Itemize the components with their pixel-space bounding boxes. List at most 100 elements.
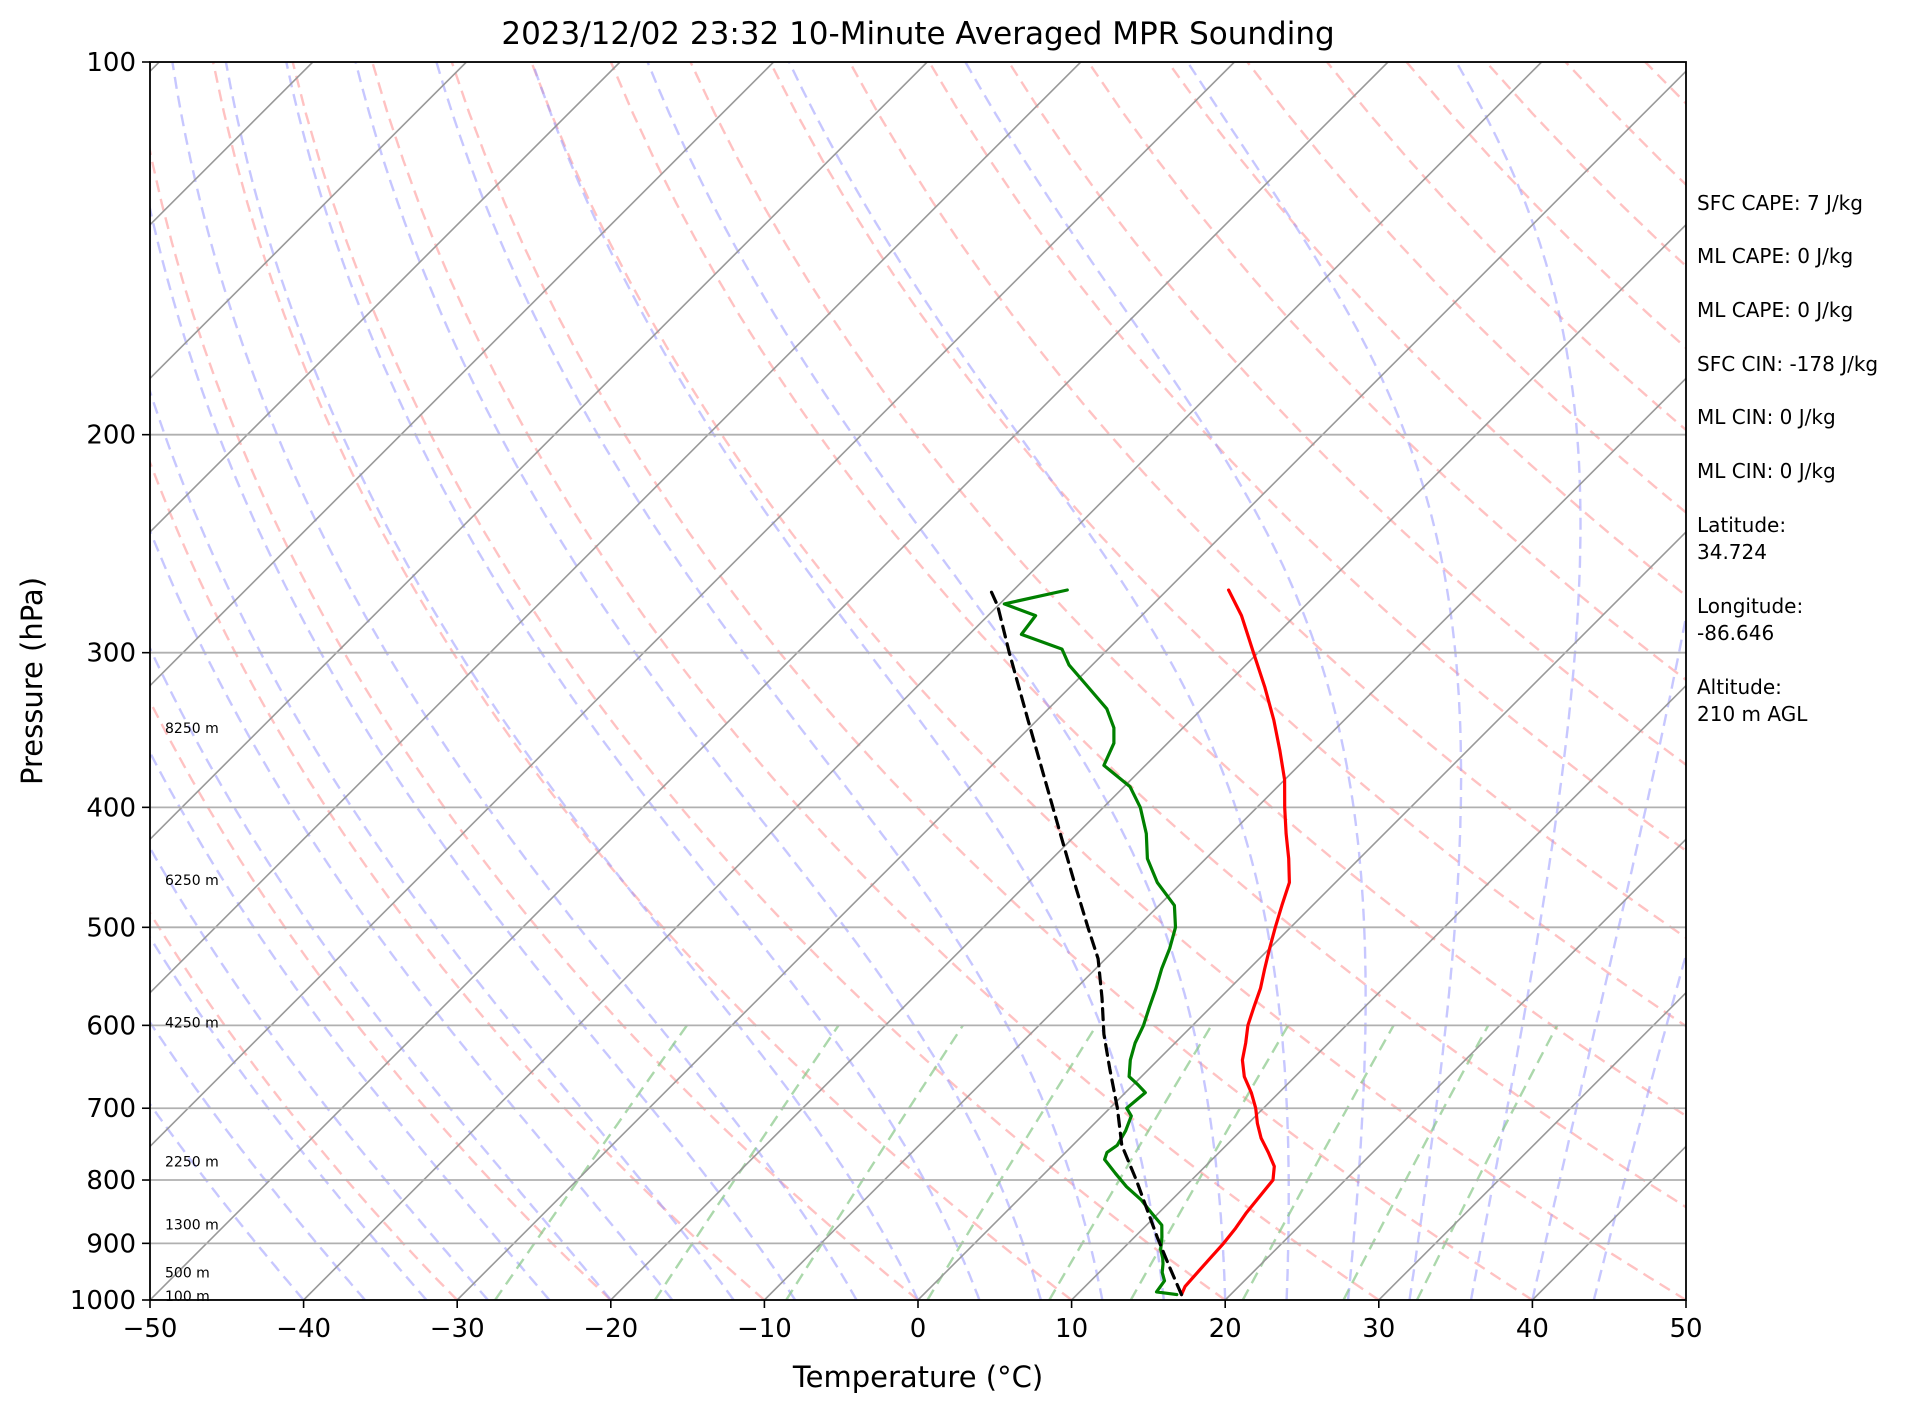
moist-adiabat: [964, 62, 1367, 1300]
y-tick-label: 700: [86, 1094, 136, 1124]
ml-cin-text: ML CIN: 0 J/kg: [1697, 405, 1836, 429]
y-tick-label: 1000: [70, 1286, 136, 1316]
x-tick-label: 20: [1209, 1314, 1242, 1344]
mixing-ratio-line: [785, 1024, 964, 1300]
sfc-cape-text: SFC CAPE: 7 J/kg: [1697, 191, 1863, 215]
moist-adiabat: [646, 62, 1227, 1300]
ml-cape-text: ML CAPE: 0 J/kg: [1697, 244, 1854, 268]
y-tick-label: 200: [86, 421, 136, 451]
isotherm: [303, 62, 1543, 1300]
y-tick-label: 100: [86, 48, 136, 78]
x-tick-label: −30: [430, 1314, 485, 1344]
height-label: 8250 m: [165, 721, 219, 737]
isotherm: [150, 62, 467, 380]
moist-adiabat: [1186, 62, 1463, 1300]
x-tick-label: 10: [1055, 1314, 1088, 1344]
isotherm: [1071, 684, 1686, 1300]
isotherm: [150, 62, 1235, 1148]
height-label: 4250 m: [165, 1016, 219, 1032]
altitude-label: Altitude:: [1697, 675, 1782, 699]
mixing-ratio-line: [1415, 1024, 1559, 1300]
x-axis-label: Temperature (°C): [792, 1360, 1043, 1394]
mixing-ratio-line: [494, 1024, 688, 1300]
isotherm: [456, 70, 1686, 1300]
isotherm: [917, 530, 1686, 1300]
moist-adiabat: [150, 1020, 366, 1300]
x-tick-label: −20: [583, 1314, 638, 1344]
height-label: 6250 m: [165, 873, 219, 889]
isotherm: [150, 62, 1389, 1300]
latitude-label: Latitude:: [1697, 513, 1787, 537]
isotherm: [150, 62, 775, 687]
ml-cin-text-2: ML CIN: 0 J/kg: [1697, 459, 1836, 483]
moist-adiabat: [788, 62, 1290, 1300]
dry-adiabat: [1166, 62, 1686, 598]
y-axis-label: Pressure (hPa): [15, 577, 49, 785]
moist-adiabat: [285, 62, 981, 1300]
x-tick-label: 30: [1362, 1314, 1395, 1344]
data-series: [988, 588, 1291, 1297]
moist-adiabat: [171, 62, 858, 1300]
dry-adiabat: [848, 62, 1686, 940]
longitude-value: -86.646: [1697, 621, 1775, 645]
chart-title: 2023/12/02 23:32 10-Minute Averaged MPR …: [501, 16, 1334, 52]
dry-adiabat: [150, 698, 612, 1300]
axis-ticks: −50 −40 −30 −20 −10 0 10 20 30 40 50 1000 900 800 700 6…: [70, 48, 1703, 1344]
height-label: 2250 m: [165, 1155, 219, 1171]
isotherm: [150, 62, 621, 534]
dry-adiabat: [150, 910, 459, 1300]
x-tick-label: 0: [910, 1314, 927, 1344]
background-lines: [0, 62, 1686, 1300]
moist-adiabat: [150, 935, 428, 1300]
height-label: 100 m: [165, 1289, 210, 1305]
dry-adiabat: [609, 62, 1686, 1209]
x-tick-label: −40: [276, 1314, 331, 1344]
dry-adiabat: [530, 62, 1686, 1300]
isotherm: [150, 62, 928, 841]
height-label: 1300 m: [165, 1218, 219, 1234]
isotherm: [610, 223, 1686, 1300]
sfc-cin-text: SFC CIN: -178 J/kg: [1697, 352, 1879, 376]
isotherm: [1224, 838, 1686, 1300]
moist-adiabat: [1531, 610, 1686, 1300]
isotherm: [0, 62, 6, 1300]
moist-adiabat: [435, 62, 1104, 1300]
isotherm: [763, 377, 1686, 1300]
moist-adiabat: [150, 387, 735, 1300]
dry-adiabat: [450, 62, 1534, 1300]
moist-adiabat: [150, 203, 797, 1300]
dry-adiabat: [150, 145, 919, 1300]
y-tick-label: 500: [86, 913, 136, 943]
isotherm: [150, 62, 1082, 994]
parcel-path-line: [988, 588, 1184, 1297]
moist-adiabat: [1592, 950, 1686, 1300]
dry-adiabat: [371, 62, 1380, 1300]
altitude-value: 210 m AGL: [1697, 702, 1808, 726]
moist-adiabat: [354, 62, 1043, 1300]
mixing-ratio-line: [926, 1024, 1098, 1300]
height-labels: 8250 m 6250 m 4250 m 2250 m 1300 m 500 m 100 m: [165, 721, 219, 1305]
latitude-value: 34.724: [1697, 540, 1767, 564]
x-tick-label: 50: [1669, 1314, 1702, 1344]
ml-cape-text-2: ML CAPE: 0 J/kg: [1697, 298, 1854, 322]
dry-adiabat: [769, 62, 1686, 1028]
x-tick-label: 40: [1516, 1314, 1549, 1344]
longitude-label: Longitude:: [1697, 594, 1804, 618]
moist-adiabat: [531, 62, 1165, 1300]
moist-adiabat: [150, 845, 489, 1300]
height-label: 500 m: [165, 1265, 210, 1281]
moist-adiabat: [150, 750, 551, 1300]
dry-adiabat: [211, 62, 1073, 1300]
moist-adiabat: [224, 62, 920, 1300]
y-tick-label: 300: [86, 639, 136, 669]
dry-adiabat: [291, 62, 1226, 1300]
x-tick-label: −10: [737, 1314, 792, 1344]
x-tick-label: −50: [123, 1314, 178, 1344]
y-tick-label: 600: [86, 1011, 136, 1041]
dry-adiabat: [928, 62, 1686, 853]
y-tick-label: 900: [86, 1229, 136, 1259]
moist-adiabat: [1455, 62, 1582, 1300]
isotherm: [1378, 991, 1686, 1300]
temperature-line: [1179, 588, 1291, 1297]
